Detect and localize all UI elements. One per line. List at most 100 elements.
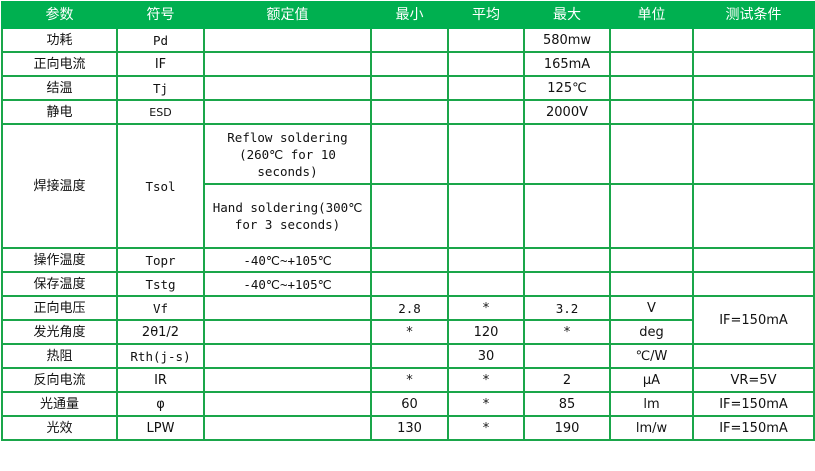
cell-avg bbox=[447, 75, 525, 101]
cell-min bbox=[370, 271, 449, 297]
cell-unit bbox=[609, 271, 694, 297]
cell-cond bbox=[692, 343, 815, 369]
header-min: 最小 bbox=[370, 1, 449, 29]
header-row: 参数 符号 额定值 最小 平均 最大 单位 测试条件 bbox=[1, 1, 815, 29]
cell-cond: IF=150mA bbox=[692, 295, 815, 345]
header-avg: 平均 bbox=[447, 1, 525, 29]
cell-min bbox=[370, 183, 449, 249]
table-row: 正向电流 IF 165mA bbox=[1, 51, 815, 77]
cell-rated bbox=[203, 415, 372, 441]
cell-unit bbox=[609, 51, 694, 77]
cell-param: 结温 bbox=[1, 75, 118, 101]
cell-symbol: 2θ1/2 bbox=[116, 319, 205, 345]
cell-min bbox=[370, 27, 449, 53]
cell-avg bbox=[447, 27, 525, 53]
cell-param: 发光角度 bbox=[1, 319, 118, 345]
table-row: 正向电压 Vf 2.8 * 3.2 V IF=150mA bbox=[1, 295, 815, 345]
cell-param: 反向电流 bbox=[1, 367, 118, 393]
cell-rated: -40℃~+105℃ bbox=[203, 247, 372, 273]
cell-cond: VR=5V bbox=[692, 367, 815, 393]
cell-symbol: Tsol bbox=[116, 123, 205, 249]
cell-unit: lm bbox=[609, 391, 694, 417]
cell-cond bbox=[692, 27, 815, 53]
header-max: 最大 bbox=[523, 1, 611, 29]
cell-max bbox=[523, 123, 611, 185]
header-condition: 测试条件 bbox=[692, 1, 815, 29]
header-symbol: 符号 bbox=[116, 1, 205, 29]
cell-param: 光通量 bbox=[1, 391, 118, 417]
table-row: 热阻 Rth(j-s) 30 ℃/W bbox=[1, 343, 815, 369]
cell-symbol: ESD bbox=[116, 99, 205, 125]
cell-param: 光效 bbox=[1, 415, 118, 441]
cell-cond bbox=[692, 247, 815, 273]
cell-param: 保存温度 bbox=[1, 271, 118, 297]
cell-avg: 30 bbox=[447, 343, 525, 369]
cell-symbol: Tstg bbox=[116, 271, 205, 297]
cell-avg: * bbox=[447, 295, 525, 321]
table-row: 焊接温度 Tsol Reflow soldering (260℃ for 10 se… bbox=[1, 123, 815, 249]
cell-symbol: Pd bbox=[116, 27, 205, 53]
cell-min: * bbox=[370, 367, 449, 393]
cell-rated bbox=[203, 319, 372, 345]
cell-cond bbox=[692, 51, 815, 77]
cell-param: 焊接温度 bbox=[1, 123, 118, 249]
cell-symbol: Vf bbox=[116, 295, 205, 321]
cell-max: 125℃ bbox=[523, 75, 611, 101]
cell-avg: * bbox=[447, 367, 525, 393]
cell-max bbox=[523, 183, 611, 249]
cell-rated bbox=[203, 99, 372, 125]
cell-max: 3.2 bbox=[523, 295, 611, 321]
cell-max: 85 bbox=[523, 391, 611, 417]
cell-unit: V bbox=[609, 295, 694, 321]
cell-avg bbox=[447, 183, 525, 249]
cell-rated: Reflow soldering (260℃ for 10 seconds) bbox=[203, 123, 372, 185]
cell-rated bbox=[203, 75, 372, 101]
cell-unit: ℃/W bbox=[609, 343, 694, 369]
cell-symbol: Tj bbox=[116, 75, 205, 101]
cell-cond: IF=150mA bbox=[692, 415, 815, 441]
cell-min bbox=[370, 123, 449, 185]
cell-min: 60 bbox=[370, 391, 449, 417]
cell-max: * bbox=[523, 319, 611, 345]
cell-min: * bbox=[370, 319, 449, 345]
cell-min bbox=[370, 247, 449, 273]
cell-avg bbox=[447, 271, 525, 297]
cell-symbol: LPW bbox=[116, 415, 205, 441]
cell-cond bbox=[692, 99, 815, 125]
cell-max: 190 bbox=[523, 415, 611, 441]
table-row: Hand soldering(300℃ for 3 seconds) bbox=[2, 183, 815, 249]
cell-rated: -40℃~+105℃ bbox=[203, 271, 372, 297]
cell-rated bbox=[203, 367, 372, 393]
table-row: 光通量 φ 60 * 85 lm IF=150mA bbox=[1, 391, 815, 417]
cell-cond: IF=150mA bbox=[692, 391, 815, 417]
cell-cond bbox=[692, 183, 815, 249]
cell-symbol: IR bbox=[116, 367, 205, 393]
cell-unit: μA bbox=[609, 367, 694, 393]
header-rated: 额定值 bbox=[203, 1, 372, 29]
cell-unit bbox=[609, 99, 694, 125]
cell-min: 2.8 bbox=[370, 295, 449, 321]
table-row: 保存温度 Tstg -40℃~+105℃ bbox=[1, 271, 815, 297]
table-row: 反向电流 IR * * 2 μA VR=5V bbox=[1, 367, 815, 393]
cell-unit bbox=[609, 75, 694, 101]
cell-rated bbox=[203, 295, 372, 321]
cell-rated bbox=[203, 51, 372, 77]
cell-rated: Hand soldering(300℃ for 3 seconds) bbox=[203, 183, 372, 249]
cell-param: 正向电压 bbox=[1, 295, 118, 321]
cell-min bbox=[370, 51, 449, 77]
cell-symbol: Topr bbox=[116, 247, 205, 273]
table-row: 静电 ESD 2000V bbox=[1, 99, 815, 125]
table-row: 结温 Tj 125℃ bbox=[1, 75, 815, 101]
cell-max bbox=[523, 247, 611, 273]
cell-symbol: Rth(j-s) bbox=[116, 343, 205, 369]
cell-min: 130 bbox=[370, 415, 449, 441]
cell-unit: lm/w bbox=[609, 415, 694, 441]
cell-avg: * bbox=[447, 415, 525, 441]
cell-rated bbox=[203, 343, 372, 369]
cell-param: 静电 bbox=[1, 99, 118, 125]
cell-avg: * bbox=[447, 391, 525, 417]
cell-cond bbox=[692, 123, 815, 185]
cell-cond bbox=[692, 271, 815, 297]
cell-avg bbox=[447, 51, 525, 77]
cell-rated bbox=[203, 27, 372, 53]
